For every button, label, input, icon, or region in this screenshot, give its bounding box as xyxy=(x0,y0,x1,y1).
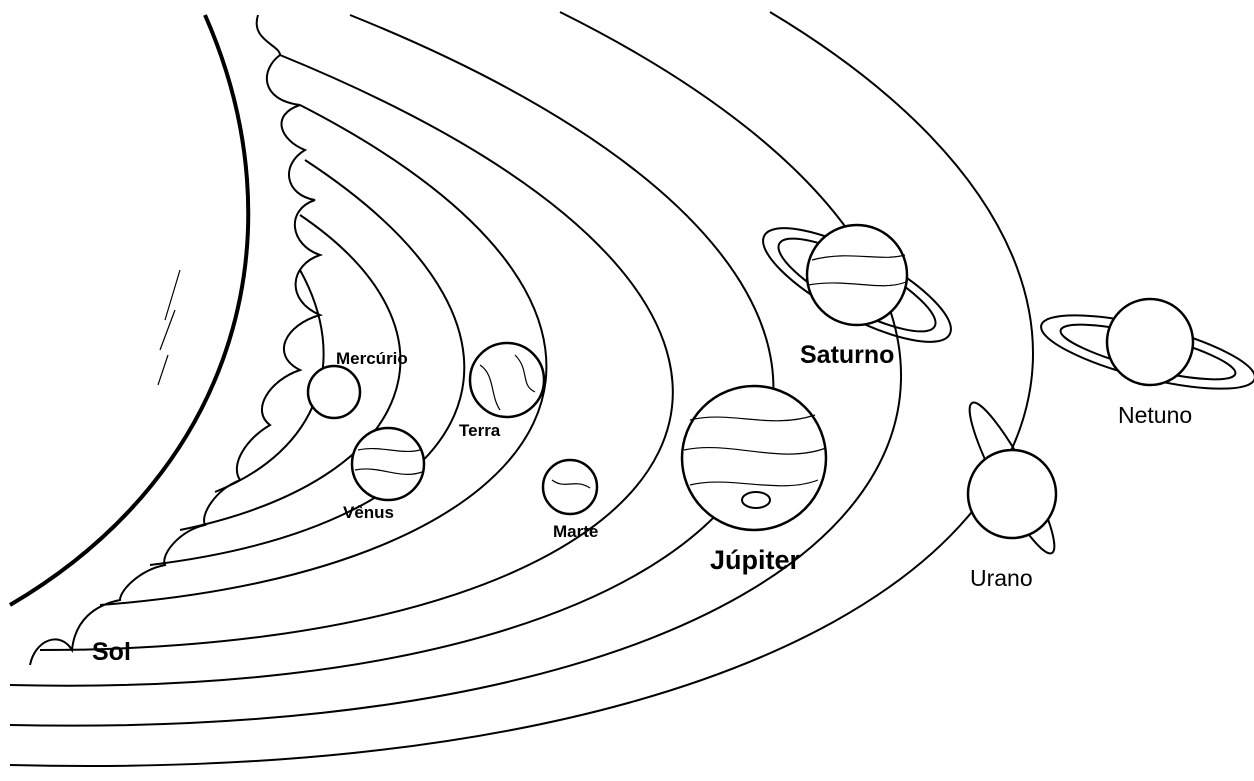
mercury xyxy=(308,366,360,418)
sun-marks xyxy=(158,270,180,385)
label-saturn: Saturno xyxy=(800,341,894,369)
label-mercury: Mercúrio xyxy=(336,349,408,368)
neptune xyxy=(1107,299,1193,385)
earth xyxy=(470,343,544,417)
uranus xyxy=(968,450,1056,538)
label-uranus: Urano xyxy=(970,565,1033,591)
sun-edge xyxy=(10,15,248,605)
orbit xyxy=(215,270,324,492)
orbit xyxy=(10,12,901,726)
label-earth: Terra xyxy=(459,421,501,440)
venus xyxy=(352,428,424,500)
label-venus: Vênus xyxy=(343,503,394,522)
label-neptune: Netuno xyxy=(1118,402,1192,428)
label-sun: Sol xyxy=(92,638,131,666)
label-jupiter: Júpiter xyxy=(710,545,801,575)
sun-corona xyxy=(30,15,320,665)
label-mars: Marte xyxy=(553,522,598,541)
solar-system-diagram: Sol Mercúrio Vênus Terra Marte Júpiter S… xyxy=(0,0,1254,781)
saturn xyxy=(807,225,907,325)
